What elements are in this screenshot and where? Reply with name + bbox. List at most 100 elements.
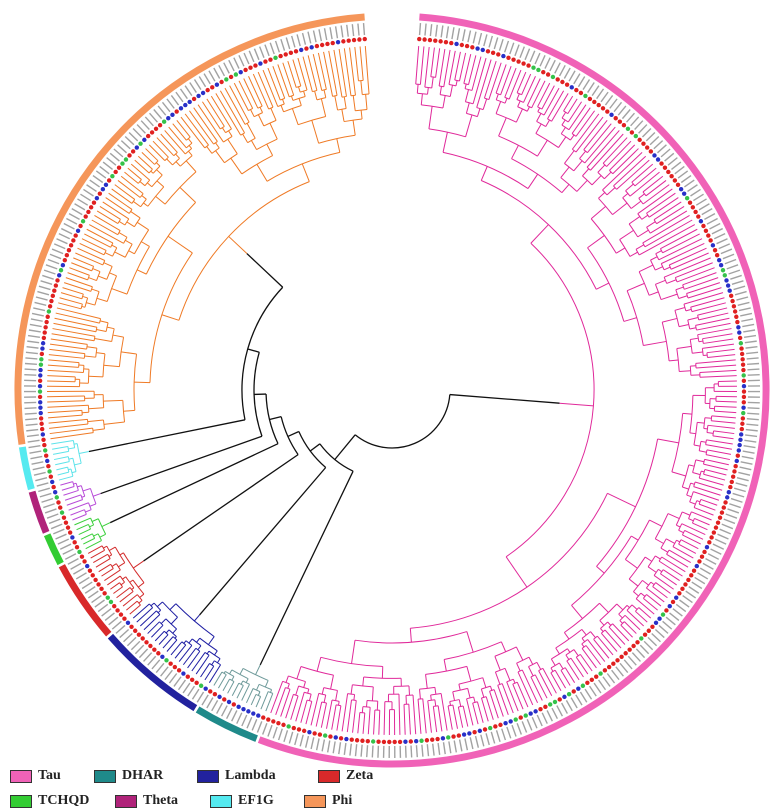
branch [162,601,178,618]
leaf-marker [293,49,299,54]
branch [604,629,622,649]
branch [187,138,193,144]
leaf-marker [725,283,731,288]
leaf-marker [243,67,248,73]
leaf-marker [526,63,531,68]
leaf-label-stroke [175,91,184,103]
leaf-marker [662,165,668,170]
leaf-label-stroke [679,599,690,608]
branch [454,79,460,82]
leaf-label-stroke [57,538,70,545]
branch [669,359,679,362]
branch [270,681,284,714]
leaf-label-stroke [544,57,551,69]
branch [314,90,318,100]
branch [113,586,123,594]
leaf-marker [94,195,100,201]
leaf-marker [629,130,635,135]
branch [465,102,470,114]
leaf-label-stroke [196,691,205,703]
branch [607,492,636,508]
branch [70,468,74,477]
leaf-label-stroke [34,301,47,306]
branch [133,201,141,208]
branch [616,159,650,190]
leaf-label-stroke [75,572,87,580]
leaf-marker [670,599,676,605]
leaf-marker [120,161,125,166]
branch [697,307,728,316]
leaf-label-stroke [675,603,687,613]
branch [295,692,305,722]
leaf-marker [687,200,693,205]
branch [431,76,434,89]
legend-item-theta: Theta [115,792,178,810]
branch [156,169,163,176]
branch [101,568,114,577]
leaf-marker [330,40,335,46]
leaf-label-stroke [113,148,124,158]
leaf-label-stroke [32,466,45,471]
branch [582,168,590,177]
leaf-marker [686,577,691,583]
leaf-marker [210,85,215,90]
branch [330,675,334,690]
branch [500,66,512,95]
leaf-label-stroke [24,374,37,376]
branch [560,166,570,178]
branch [298,685,309,690]
backbone-branch [354,394,451,449]
branch [688,518,694,522]
leaf-label-stroke [77,198,89,206]
branch [457,706,464,728]
leaf-marker [125,620,131,625]
leaf-label-stroke [24,412,37,415]
leaf-label-stroke [228,59,235,72]
leaf-marker [711,530,717,535]
leaf-label-stroke [742,450,755,454]
branch [124,243,133,258]
branch [230,157,243,175]
branch [67,272,88,281]
leaf-marker [674,595,679,600]
branch [672,546,694,559]
leaf-marker [435,736,440,742]
branch [49,427,93,435]
branch [228,130,233,137]
leaf-marker [652,153,657,158]
branch [674,277,678,283]
branch [257,71,274,108]
leaf-marker [97,191,103,196]
branch [111,288,128,295]
leaf-label-stroke [735,482,748,487]
branch [136,221,149,231]
branch [48,354,85,359]
branch [52,328,96,337]
clade-arc-lambda [107,633,198,712]
leaf-label-stroke [216,702,223,714]
leaf-marker [276,720,281,726]
branch [635,610,648,623]
leaf-label-stroke [26,434,39,438]
branch [527,105,532,109]
clade-arc-zeta [58,564,112,637]
branch [354,46,359,81]
leaf-marker [613,116,618,121]
branch [537,107,541,112]
branch [257,105,263,109]
leaf-label-stroke [469,737,474,750]
leaf-marker [422,37,427,42]
leaf-label-stroke [561,702,568,714]
leaf-label-stroke [424,23,427,36]
branch [615,247,626,254]
leaf-marker [459,42,465,48]
leaf-label-stroke [729,503,741,509]
branch [162,636,174,649]
branch [568,104,587,131]
leaf-marker [633,133,639,139]
branch [128,250,135,255]
leaf-marker [238,69,243,75]
leaf-marker [233,72,239,77]
leaf-marker [625,126,631,131]
branch [204,665,215,681]
